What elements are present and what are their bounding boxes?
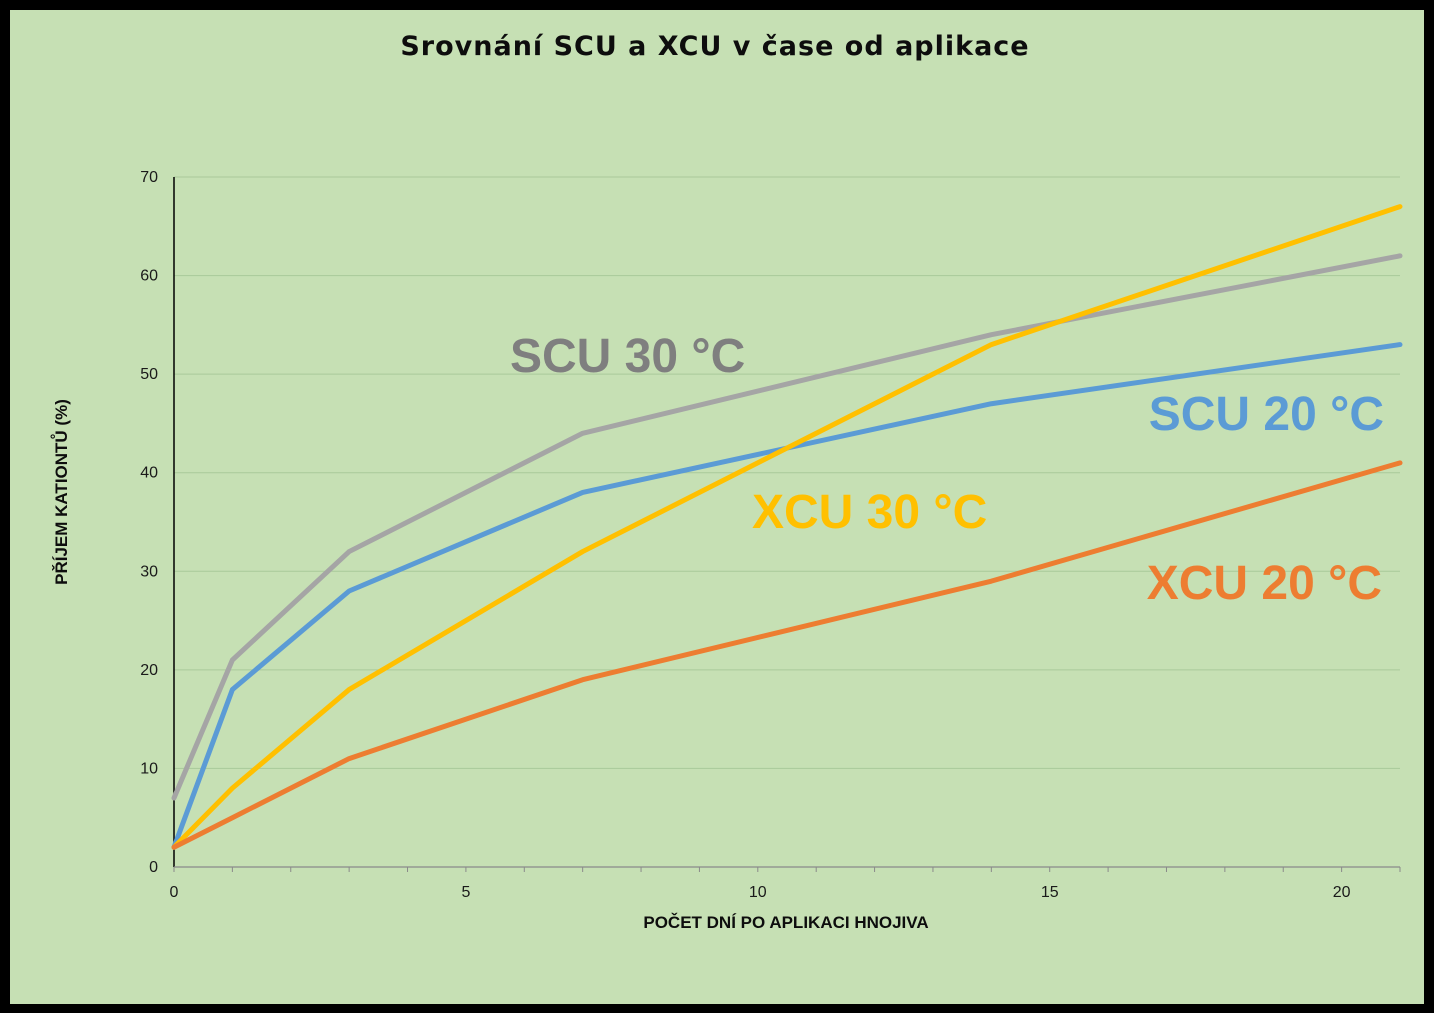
y-tick-label: 10 xyxy=(140,760,158,777)
series-label-scu-30-c: SCU 30 °C xyxy=(510,330,745,383)
y-tick-label: 20 xyxy=(140,662,158,679)
gridlines xyxy=(174,176,1400,769)
x-tick-label: 0 xyxy=(170,884,179,901)
x-tick-labels: 0 5 10 15 20 xyxy=(170,884,1351,901)
chart-frame: 0 10 20 30 40 50 60 70 0 5 10 15 20 SCU 30 °C SCU 20… xyxy=(10,10,1424,1004)
y-tick-label: 40 xyxy=(140,465,158,482)
series-label-xcu-20-c: XCU 20 °C xyxy=(1147,557,1382,610)
chart-title: Srovnání SCU a XCU v čase od aplikace xyxy=(400,31,1029,62)
series-line-scu-20-c xyxy=(171,342,1403,850)
axes xyxy=(173,177,1401,872)
series-lines xyxy=(171,204,1403,850)
x-tick-label: 15 xyxy=(1041,884,1059,901)
series-line-xcu-30-c xyxy=(171,204,1403,850)
series-labels: SCU 30 °C SCU 20 °C XCU 30 °C XCU 20 °C xyxy=(510,330,1384,610)
x-tick-label: 10 xyxy=(749,884,767,901)
line-chart: 0 10 20 30 40 50 60 70 0 5 10 15 20 SCU 30 °C SCU 20… xyxy=(51,31,1403,932)
x-axis-title: POČET DNÍ PO APLIKACI HNOJIVA xyxy=(643,913,928,932)
x-tick-label: 5 xyxy=(461,884,470,901)
y-tick-labels: 0 10 20 30 40 50 60 70 xyxy=(140,169,158,876)
y-tick-label: 0 xyxy=(149,859,158,876)
series-label-xcu-30-c: XCU 30 °C xyxy=(752,486,987,539)
series-label-scu-20-c: SCU 20 °C xyxy=(1149,388,1384,441)
y-tick-label: 30 xyxy=(140,563,158,580)
x-tick-label: 20 xyxy=(1333,884,1351,901)
y-axis-title: PŘÍJEM KATIONTŮ (%) xyxy=(51,399,71,585)
series-line-xcu-20-c xyxy=(171,460,1403,850)
y-tick-label: 60 xyxy=(140,268,158,285)
y-tick-label: 70 xyxy=(140,169,158,186)
y-tick-label: 50 xyxy=(140,366,158,383)
